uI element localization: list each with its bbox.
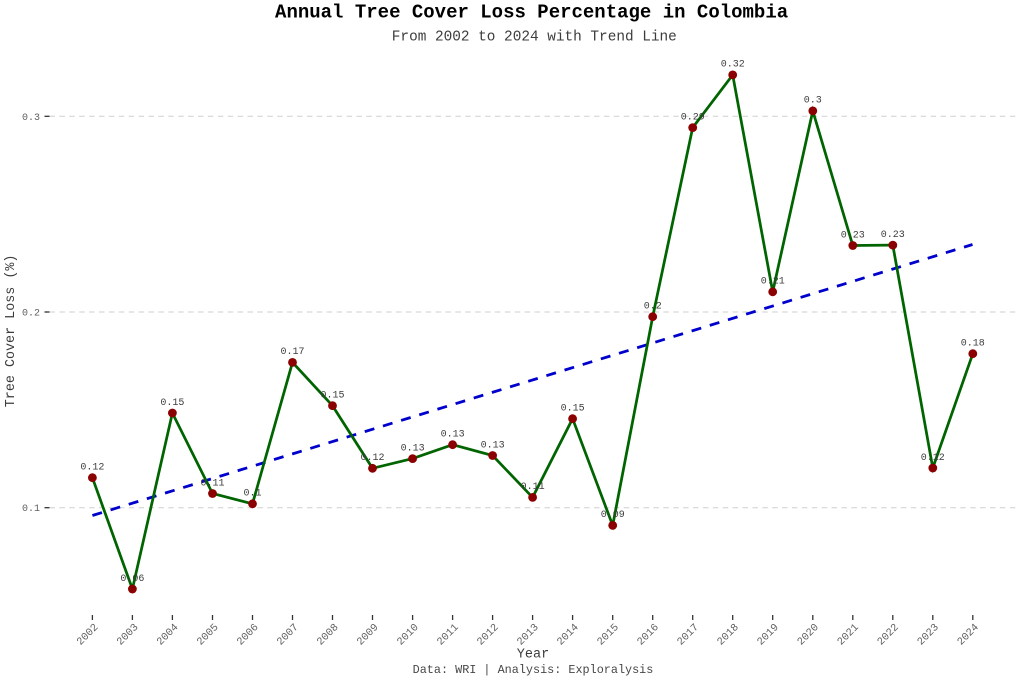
svg-text:Year: Year: [517, 647, 549, 662]
svg-text:0.12: 0.12: [921, 453, 945, 464]
svg-text:0.13: 0.13: [481, 440, 505, 451]
svg-text:0.2: 0.2: [644, 302, 662, 313]
svg-text:0.29: 0.29: [681, 112, 705, 123]
svg-text:From 2002 to 2024 with Trend L: From 2002 to 2024 with Trend Line: [392, 29, 677, 45]
svg-text:0.21: 0.21: [761, 277, 785, 288]
svg-text:0.15: 0.15: [561, 404, 585, 415]
svg-text:0.1: 0.1: [243, 489, 261, 500]
svg-text:0.18: 0.18: [961, 339, 985, 350]
svg-text:0.15: 0.15: [320, 391, 344, 402]
svg-text:0.11: 0.11: [200, 478, 224, 489]
svg-text:0.12: 0.12: [360, 453, 384, 464]
svg-text:0.1: 0.1: [22, 504, 40, 515]
svg-text:0.23: 0.23: [841, 230, 865, 241]
svg-text:Annual Tree Cover Loss Percent: Annual Tree Cover Loss Percentage in Col…: [275, 2, 788, 24]
svg-text:0.3: 0.3: [804, 96, 822, 107]
svg-text:Data: WRI | Analysis: Exploral: Data: WRI | Analysis: Exploralysis: [413, 663, 654, 677]
svg-text:0.13: 0.13: [441, 430, 465, 441]
svg-text:0.3: 0.3: [22, 113, 40, 124]
svg-text:0.17: 0.17: [280, 347, 304, 358]
svg-text:0.12: 0.12: [80, 463, 104, 474]
svg-text:0.09: 0.09: [601, 510, 625, 521]
svg-text:0.23: 0.23: [881, 230, 905, 241]
svg-text:0.15: 0.15: [160, 398, 184, 409]
svg-text:Tree Cover Loss (%): Tree Cover Loss (%): [4, 255, 19, 408]
svg-text:0.11: 0.11: [521, 482, 545, 493]
svg-text:0.2: 0.2: [22, 309, 40, 320]
svg-text:0.13: 0.13: [401, 443, 425, 454]
svg-text:0.06: 0.06: [120, 574, 144, 585]
svg-text:0.32: 0.32: [721, 60, 745, 71]
